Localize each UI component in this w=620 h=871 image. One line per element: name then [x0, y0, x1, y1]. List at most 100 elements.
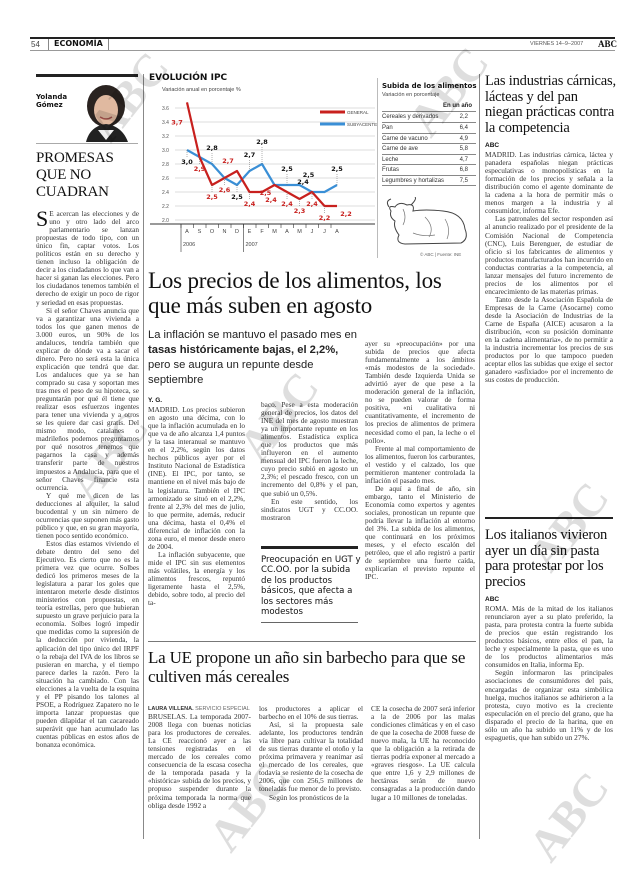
row-label: Carne de ave: [382, 143, 457, 155]
row-label: Legumbres y hortalizas: [382, 175, 457, 186]
data-label: 2,5: [331, 165, 343, 173]
year-label: 2007: [246, 242, 258, 248]
author-name: Yolanda Gómez: [36, 93, 68, 109]
row-label: Frutas: [382, 164, 457, 176]
y-tick-label: 2.4: [162, 190, 169, 196]
main-left-flow: La inflación se mantuvo el pasado mes en…: [148, 328, 361, 623]
row-label: Carne de vacuno: [382, 133, 457, 144]
x-tick-label: N: [223, 229, 227, 235]
x-tick-label: E: [248, 229, 252, 235]
x-tick-label: M: [272, 229, 277, 235]
column-top-rule: [36, 74, 138, 77]
y-tick-label: 2.0: [162, 218, 169, 224]
ipc-line-chart: 3.6 3.4 3.2 3.0 2.8 2.6 2.4 2.2 2.0 A S O N D E F M A M J J A…: [150, 102, 377, 252]
data-label: 2,3: [294, 207, 306, 215]
ue-headline: La UE propone un año sin barbecho para q…: [148, 648, 466, 686]
data-label: 2,5: [281, 165, 293, 173]
table-row: Legumbres y hortalizas 7,5: [382, 175, 476, 186]
right-divider: [479, 74, 480, 839]
main-col-2: baco. Pese a esta moderación general de …: [261, 400, 358, 522]
x-tick-label: J: [323, 229, 326, 235]
ue-top-rule: [148, 641, 476, 642]
data-label: 2,2: [340, 210, 352, 218]
column-paragraph: Y qué me dicen de las deducciones al alq…: [36, 490, 139, 540]
x-tick-label: M: [297, 229, 302, 235]
data-label: 2,2: [319, 214, 331, 222]
data-label: 2,4: [297, 178, 309, 186]
legend-label: SUBYACENTE: [347, 122, 377, 127]
industrias-body: ABC MADRID. Las industrias cárnica, láct…: [485, 142, 613, 384]
signature: ABC: [485, 142, 500, 149]
row-label: Cereales y derivados: [382, 112, 457, 123]
ue-paragraph: Según los pronósticos de la: [269, 792, 349, 802]
ue-byline: LAURA VILLENA. SERVICIO ESPECIAL: [148, 706, 250, 712]
pullquote: Preocupación en UGT y CC.OO. por la subi…: [261, 554, 361, 618]
industrias-paragraph: Las patronales del sector responden así …: [485, 214, 613, 296]
data-label: 2,7: [244, 151, 256, 159]
x-tick-label: D: [235, 229, 239, 235]
x-tick-label: A: [335, 229, 339, 235]
header-top-rule: [30, 37, 615, 39]
column-paragraph: Si el señor Chaves anuncia que va a gara…: [36, 305, 139, 492]
italianos-top-rule: [485, 517, 613, 519]
main-paragraph: En este sentido, los sindicatos UGT y CC…: [261, 496, 358, 522]
column-divider: [143, 74, 144, 839]
row-value: 4,9: [456, 133, 476, 144]
italianos-paragraph: ROMA. Más de la mitad de los italianos r…: [485, 604, 613, 670]
data-label: 2,5: [206, 193, 218, 201]
author-box-rule: [36, 143, 138, 144]
italianos-flow: Los italianos vivieron ayer un día sin p…: [485, 517, 617, 742]
table-subtitle: Variación en porcentaje: [382, 92, 440, 98]
column-title: PROMESAS QUE NO CUADRAN: [36, 150, 114, 200]
ue-paragraph: Así, si la propuesta sale adelante, los …: [259, 720, 363, 794]
row-value: 7,5: [456, 175, 476, 186]
main-deck: La inflación se mantuvo el pasado mes en…: [148, 329, 357, 386]
main-paragraph: ayer su «preocupación» por una subida de…: [365, 339, 475, 445]
signature: Y. G.: [148, 397, 163, 404]
table-row: Leche 4,7: [382, 154, 476, 165]
data-label: 2,8: [206, 144, 218, 152]
main-col-3: ayer su «preocupación» por una subida de…: [365, 339, 475, 582]
row-value: 4,7: [456, 154, 476, 165]
ue-col-2: los productores a aplicar el barbecho en…: [259, 704, 363, 802]
y-tick-label: 3.0: [162, 148, 169, 154]
data-label: 2,4: [244, 200, 256, 208]
main-headline: Los precios de los alimentos, los que má…: [148, 268, 442, 318]
drop-cap: S: [36, 206, 49, 231]
chart-subtitle: Variación anual en porcentaje %: [162, 87, 241, 93]
main-col-2-flow: baco. Pese a esta moderación general de …: [261, 400, 361, 623]
food-table: En un año Cereales y derivados 2,2 Pan 6,4 C…: [382, 100, 476, 186]
table-row: Carne de ave 5,8: [382, 143, 476, 155]
ue-paragraph: CE la cosecha de 2007 será inferior a la…: [371, 704, 475, 802]
main-paragraph: Frente al mal comportamiento de los alim…: [365, 443, 475, 485]
page-number: 54: [31, 40, 40, 49]
y-tick-label: 3.6: [162, 106, 169, 112]
ue-paragraph: los productores a aplicar el barbecho en…: [259, 704, 363, 722]
industrias-paragraph: Tanto desde la Asociación Española de Em…: [485, 294, 613, 385]
table-row: Carne de vacuno 4,9: [382, 133, 476, 144]
ue-paragraph: BRUSELAS. La temporada 2007-2008 llega c…: [148, 712, 251, 810]
abc-logo: ABC: [598, 39, 618, 49]
data-label: 2,5: [231, 193, 243, 201]
main-paragraph: De aquí a final de año, sin embargo, tan…: [365, 483, 475, 582]
chart-credit: © ABC | Fuente: INE: [420, 252, 462, 257]
data-label: 3,7: [171, 118, 183, 126]
main-col-1: Y. G. MADRID. Los precios subieron en ag…: [148, 397, 245, 607]
ue-col-3: CE la cosecha de 2007 será inferior a la…: [371, 704, 475, 802]
data-label: 2,4: [281, 200, 293, 208]
row-value: 2,2: [456, 112, 476, 123]
italianos-headline: Los italianos vivieron ayer un día sin p…: [485, 527, 608, 590]
x-tick-label: F: [260, 229, 264, 235]
row-value: 6,8: [456, 164, 476, 176]
row-value: 6,4: [456, 122, 476, 134]
main-head-flow: Los precios de los alimentos, los que má…: [148, 268, 478, 318]
x-tick-label: A: [185, 229, 189, 235]
data-label: 2,5: [303, 171, 315, 179]
author-photo: [72, 82, 138, 142]
chart-title: EVOLUCIÓN IPC: [149, 73, 228, 83]
row-label: Leche: [382, 154, 457, 165]
table-row: Cereales y derivados 2,2: [382, 112, 476, 123]
data-label: 2,4: [306, 200, 318, 208]
